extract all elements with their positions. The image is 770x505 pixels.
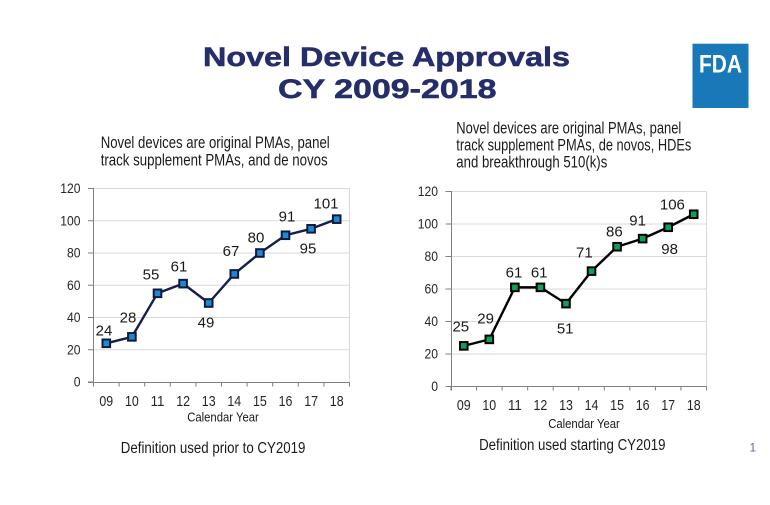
svg-text:12: 12	[176, 393, 190, 410]
svg-text:80: 80	[67, 246, 81, 261]
svg-text:120: 120	[418, 184, 438, 199]
svg-text:106: 106	[660, 196, 685, 213]
svg-text:13: 13	[202, 393, 216, 410]
svg-text:17: 17	[661, 397, 675, 414]
svg-text:09: 09	[99, 393, 113, 410]
svg-text:120: 120	[60, 181, 80, 196]
svg-text:11: 11	[151, 393, 165, 410]
svg-text:and breakthrough 510(k)s: and breakthrough 510(k)s	[456, 153, 607, 172]
svg-text:61: 61	[171, 258, 188, 275]
svg-text:14: 14	[585, 397, 599, 414]
svg-text:16: 16	[279, 393, 293, 410]
svg-text:86: 86	[606, 224, 623, 241]
svg-text:95: 95	[300, 240, 317, 257]
svg-text:Definition used starting CY201: Definition used starting CY2019	[479, 437, 665, 454]
svg-text:100: 100	[418, 217, 438, 232]
svg-text:28: 28	[120, 309, 137, 326]
svg-text:61: 61	[531, 264, 548, 281]
svg-text:14: 14	[227, 393, 241, 410]
svg-text:20: 20	[425, 347, 439, 362]
svg-text:49: 49	[198, 314, 215, 331]
svg-text:Calendar Year: Calendar Year	[187, 411, 259, 425]
svg-text:29: 29	[477, 310, 494, 327]
svg-text:100: 100	[60, 213, 80, 228]
svg-text:91: 91	[279, 208, 296, 225]
svg-text:Novel Device Approvals: Novel Device Approvals	[203, 42, 570, 72]
svg-text:98: 98	[661, 241, 678, 258]
svg-text:10: 10	[125, 393, 139, 410]
svg-text:25: 25	[452, 318, 469, 335]
svg-text:Novel devices are original PMA: Novel devices are original PMAs, panel	[101, 133, 330, 152]
svg-text:16: 16	[636, 397, 650, 414]
svg-text:17: 17	[304, 393, 318, 410]
svg-text:18: 18	[687, 397, 701, 414]
svg-text:24: 24	[96, 322, 113, 339]
svg-text:60: 60	[425, 282, 439, 297]
svg-text:61: 61	[506, 264, 523, 281]
svg-text:0: 0	[74, 375, 81, 390]
svg-text:13: 13	[559, 397, 573, 414]
svg-text:40: 40	[67, 310, 81, 325]
svg-text:0: 0	[431, 379, 438, 394]
svg-text:71: 71	[576, 245, 593, 262]
svg-text:11: 11	[508, 397, 522, 414]
svg-text:60: 60	[67, 278, 81, 293]
svg-text:Novel devices are original PMA: Novel devices are original PMAs, panel	[456, 119, 681, 138]
svg-text:track supplement PMAs, and de: track supplement PMAs, and de novos	[101, 151, 328, 170]
svg-text:80: 80	[248, 230, 265, 247]
svg-text:1: 1	[750, 442, 756, 454]
svg-text:91: 91	[629, 212, 646, 229]
svg-text:12: 12	[534, 397, 548, 414]
svg-text:55: 55	[143, 267, 160, 284]
svg-text:80: 80	[425, 249, 439, 264]
svg-text:track supplement PMAs, de novo: track supplement PMAs, de novos, HDEs	[456, 136, 691, 155]
svg-text:18: 18	[330, 393, 344, 410]
svg-text:15: 15	[253, 393, 267, 410]
svg-text:FDA: FDA	[699, 51, 742, 79]
svg-text:10: 10	[482, 397, 496, 414]
svg-text:09: 09	[457, 397, 471, 414]
svg-text:Definition used prior to CY201: Definition used prior to CY2019	[121, 440, 306, 457]
svg-text:51: 51	[557, 320, 574, 337]
svg-text:CY 2009-2018: CY 2009-2018	[278, 74, 497, 104]
svg-text:101: 101	[313, 196, 338, 213]
svg-text:67: 67	[223, 243, 240, 260]
svg-text:15: 15	[610, 397, 624, 414]
svg-text:Calendar Year: Calendar Year	[548, 417, 620, 431]
svg-text:40: 40	[425, 314, 439, 329]
svg-text:20: 20	[67, 342, 81, 357]
